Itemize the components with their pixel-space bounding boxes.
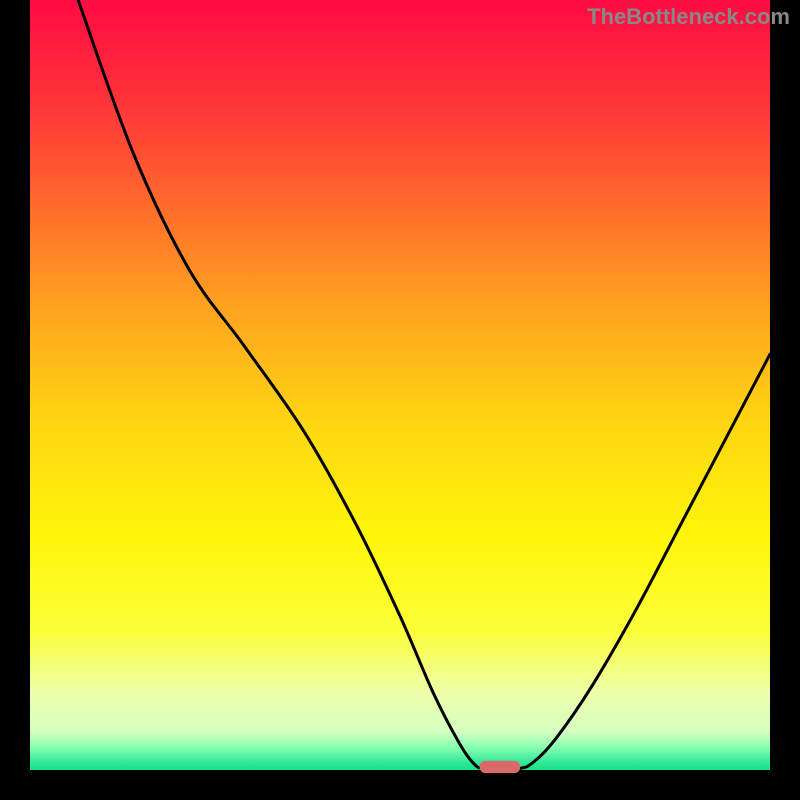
optimal-marker [480, 761, 521, 773]
attribution-label: TheBottleneck.com [587, 4, 790, 30]
chart-background [30, 0, 770, 770]
chart-container: TheBottleneck.com [0, 0, 800, 800]
bottleneck-chart [0, 0, 800, 800]
